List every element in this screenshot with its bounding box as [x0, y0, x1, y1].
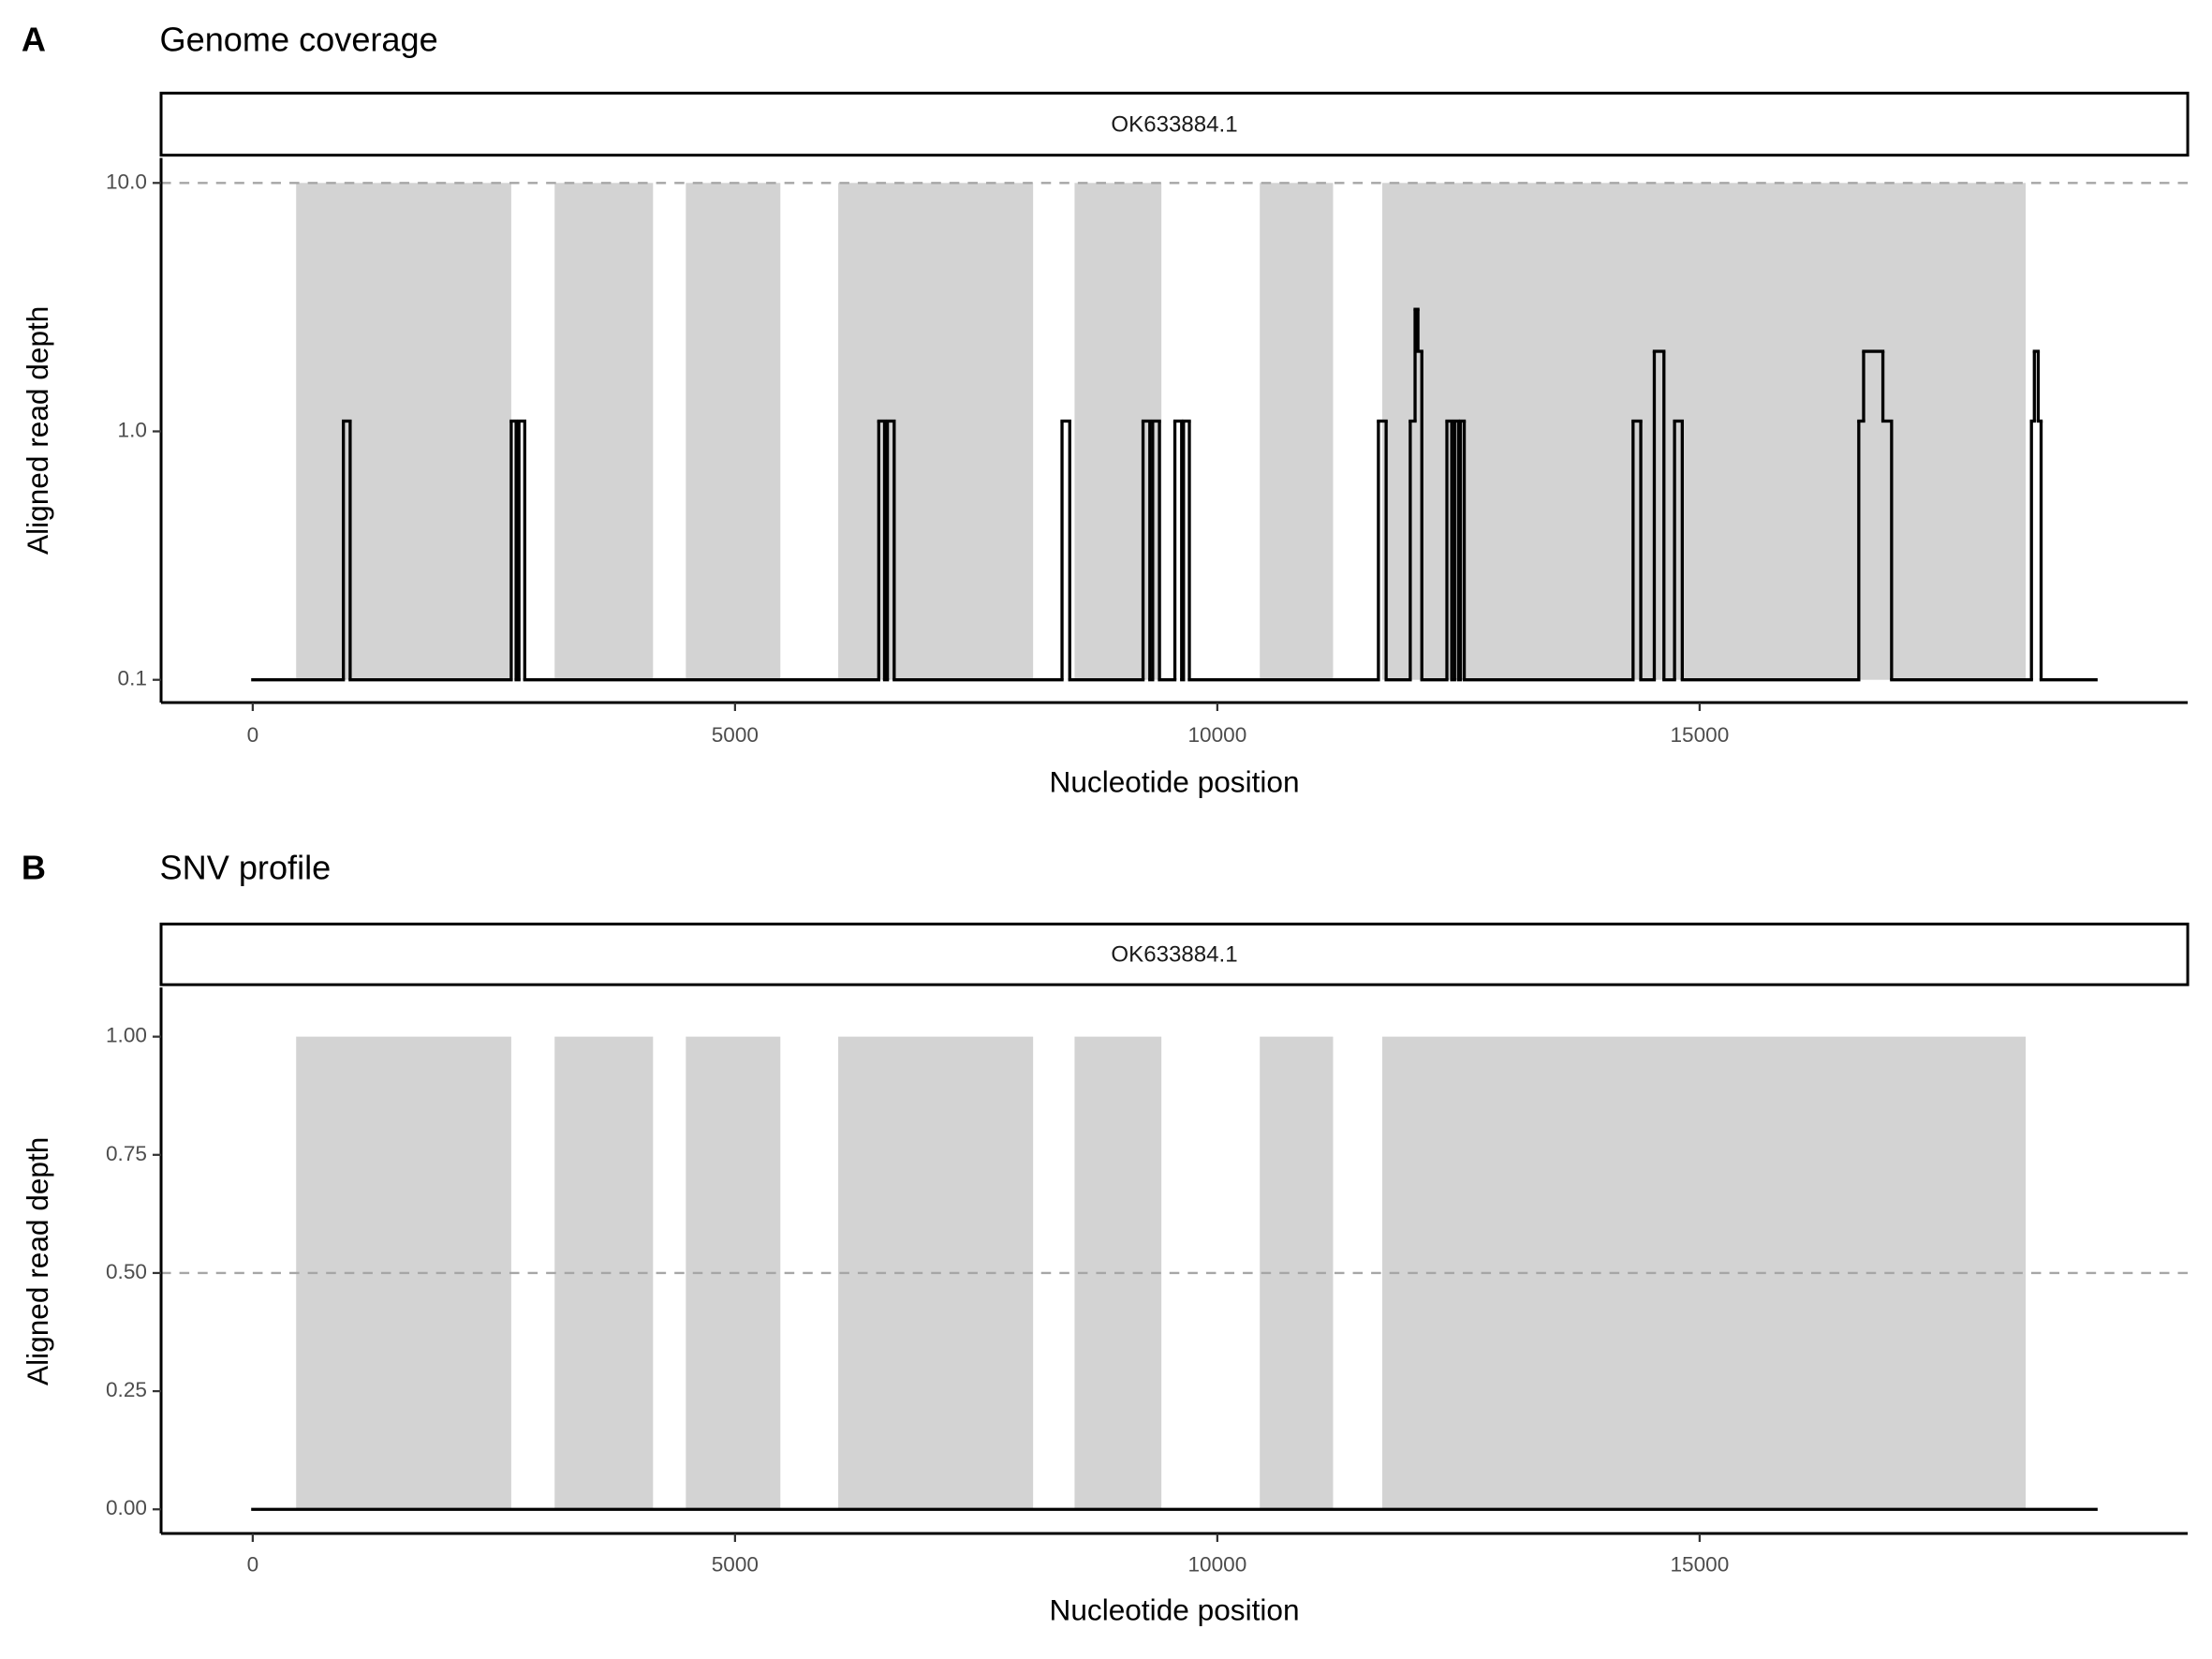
- strip-label: OK633884.1: [1111, 111, 1237, 137]
- y-tick-label: 1.00: [106, 1024, 147, 1047]
- y-tick-label: 0.50: [106, 1260, 147, 1283]
- strip-box: [159, 922, 2190, 986]
- x-tick-label: 5000: [712, 1553, 759, 1577]
- x-tick-label: 10000: [1187, 1553, 1246, 1577]
- region: [1260, 183, 1334, 680]
- y-tick-label: 0.00: [106, 1496, 147, 1519]
- region: [1074, 183, 1162, 680]
- y-tick-label: 0.25: [106, 1378, 147, 1401]
- panel-title: SNV profile: [160, 849, 332, 887]
- y-tick-label: 0.1: [118, 667, 147, 690]
- x-tick-label: 5000: [712, 723, 759, 747]
- x-tick-label: 15000: [1670, 723, 1729, 747]
- region: [1382, 183, 2027, 680]
- x-axis-title: Nucleotide position: [1049, 765, 1299, 799]
- panel-title: Genome coverage: [160, 21, 438, 59]
- y-tick-label: 0.75: [106, 1142, 147, 1165]
- region: [296, 183, 511, 680]
- region: [686, 183, 781, 680]
- panel-label: B: [22, 849, 46, 887]
- x-tick-label: 10000: [1187, 723, 1246, 747]
- y-axis-title: Aligned read depth: [21, 306, 54, 555]
- strip-label: OK633884.1: [1111, 942, 1237, 968]
- x-tick-label: 0: [247, 723, 259, 747]
- strip-box: [159, 91, 2190, 157]
- x-tick-label: 0: [247, 1553, 259, 1577]
- x-axis-title: Nucleotide position: [1049, 1593, 1299, 1627]
- y-tick-label: 1.0: [118, 418, 147, 441]
- region: [554, 183, 654, 680]
- y-tick-label: 10.0: [106, 170, 147, 193]
- x-tick-label: 15000: [1670, 1553, 1729, 1577]
- panel-label: A: [22, 21, 46, 59]
- region: [838, 183, 1034, 680]
- y-axis-title: Aligned read depth: [21, 1137, 54, 1385]
